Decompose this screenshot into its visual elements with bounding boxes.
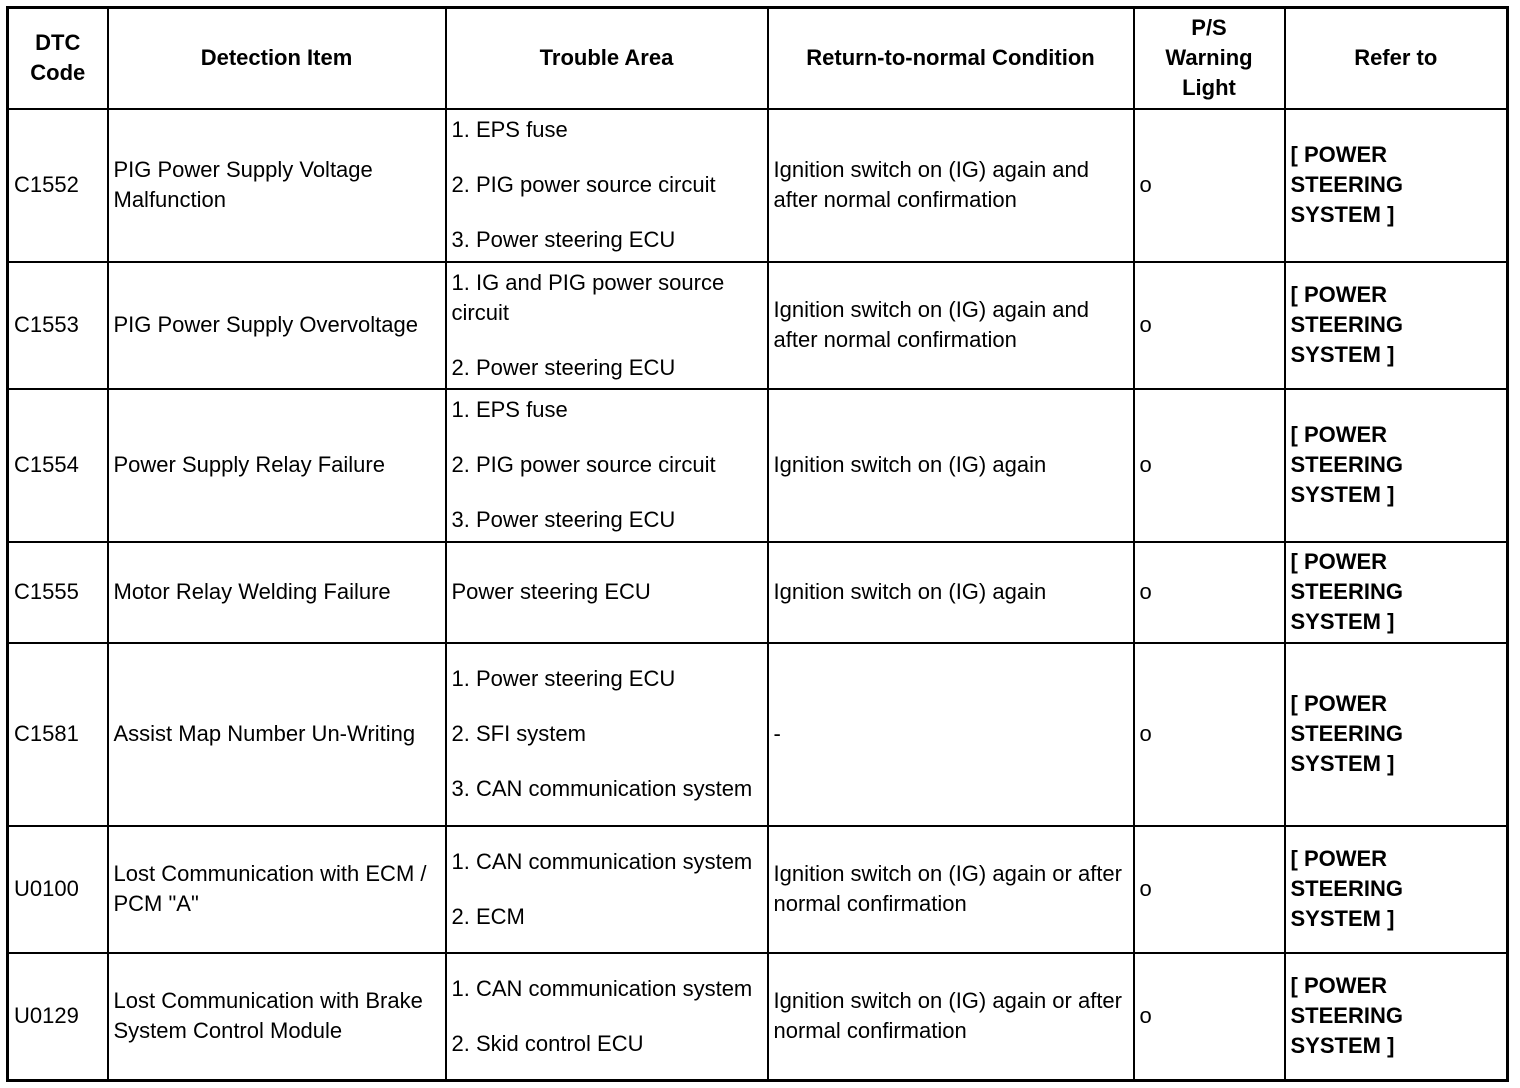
trouble-area-item: Power steering ECU: [451, 579, 651, 604]
trouble-area-item: 2. Power steering ECU: [451, 354, 676, 380]
trouble-area-item: 1. CAN communication system: [451, 848, 753, 874]
dtc-code: U0100: [6, 824, 109, 954]
dtc-code: C1554: [6, 387, 109, 543]
detection-item: Power Supply Relay Failure: [106, 387, 447, 543]
warning-light: o: [1132, 540, 1286, 644]
warning-light: o: [1132, 387, 1286, 543]
table-row: U0100 Lost Communication with ECM / PCM "…: [6, 824, 1509, 954]
header-dtc-code: DTC Code: [6, 6, 109, 110]
trouble-area-item: 2. ECM: [451, 903, 525, 929]
header-row: DTC Code Detection Item Trouble Area Ret…: [6, 6, 1509, 110]
detection-item: PIG Power Supply Voltage Malfunction: [106, 107, 447, 263]
dtc-code: C1552: [6, 107, 109, 263]
refer-to-link[interactable]: [ POWER STEERING SYSTEM ]: [1290, 282, 1403, 367]
trouble-area: Power steering ECU: [444, 540, 769, 644]
detection-item: Assist Map Number Un-Writing: [106, 641, 447, 827]
detection-item: Lost Communication with Brake System Con…: [106, 951, 447, 1082]
trouble-area: 1. CAN communication system 2. Skid contr…: [444, 951, 769, 1082]
table-row: U0129 Lost Communication with Brake Syste…: [6, 951, 1509, 1082]
refer-to-link[interactable]: [ POWER STEERING SYSTEM ]: [1290, 142, 1403, 227]
detection-item: PIG Power Supply Overvoltage: [106, 260, 447, 390]
trouble-area-item: 3. Power steering ECU: [451, 227, 676, 252]
refer-to-link[interactable]: [ POWER STEERING SYSTEM ]: [1290, 846, 1403, 931]
table-row: C1552 PIG Power Supply Voltage Malfunctio…: [6, 107, 1509, 263]
header-trouble-area: Trouble Area: [444, 6, 769, 110]
trouble-area-item: 1. IG and PIG power source circuit: [451, 269, 725, 325]
warning-light: o: [1132, 107, 1286, 263]
warning-light: o: [1132, 951, 1286, 1082]
refer-to-link[interactable]: [ POWER STEERING SYSTEM ]: [1290, 973, 1403, 1059]
header-label: DTC Code: [30, 30, 86, 86]
dtc-code: U0129: [6, 951, 109, 1082]
refer-to-link[interactable]: [ POWER STEERING SYSTEM ]: [1290, 549, 1403, 634]
header-warning-light: P/S Warning Light: [1132, 6, 1286, 110]
refer-to: [ POWER STEERING SYSTEM ]: [1283, 641, 1509, 827]
detection-item: Motor Relay Welding Failure: [106, 540, 447, 644]
refer-to: [ POWER STEERING SYSTEM ]: [1283, 951, 1509, 1082]
dtc-code: C1581: [6, 641, 109, 827]
return-condition: Ignition switch on (IG) again and after …: [766, 107, 1135, 263]
trouble-area-item: 2. PIG power source circuit: [451, 452, 716, 477]
refer-to-link[interactable]: [ POWER STEERING SYSTEM ]: [1290, 422, 1403, 507]
table-row: C1553 PIG Power Supply Overvoltage 1. IG a…: [6, 260, 1509, 390]
return-condition: Ignition switch on (IG) again: [766, 387, 1135, 543]
refer-to: [ POWER STEERING SYSTEM ]: [1283, 540, 1509, 644]
refer-to: [ POWER STEERING SYSTEM ]: [1283, 824, 1509, 954]
trouble-area-item: 1. CAN communication system: [451, 975, 753, 1001]
header-label: P/S Warning Light: [1165, 15, 1253, 101]
trouble-area-item: 2. SFI system: [451, 721, 586, 746]
dtc-code: C1555: [6, 540, 109, 644]
return-condition: -: [766, 641, 1135, 827]
trouble-area-item: 2. PIG power source circuit: [451, 172, 716, 197]
warning-light: o: [1132, 260, 1286, 390]
trouble-area: 1. EPS fuse 2. PIG power source circuit 3.…: [444, 387, 769, 543]
trouble-area-item: 1. EPS fuse: [451, 397, 568, 422]
header-return-condition: Return-to-normal Condition: [766, 6, 1135, 110]
table-row: C1555 Motor Relay Welding Failure Power st…: [6, 540, 1509, 644]
table-row: C1554 Power Supply Relay Failure 1. EPS fu…: [6, 387, 1509, 543]
refer-to: [ POWER STEERING SYSTEM ]: [1283, 387, 1509, 543]
trouble-area-item: 1. EPS fuse: [451, 117, 568, 142]
warning-light: o: [1132, 824, 1286, 954]
table-row: C1581 Assist Map Number Un-Writing 1. Powe…: [6, 641, 1509, 827]
refer-to: [ POWER STEERING SYSTEM ]: [1283, 107, 1509, 263]
detection-item: Lost Communication with ECM / PCM "A": [106, 824, 447, 954]
return-condition: Ignition switch on (IG) again: [766, 540, 1135, 644]
header-refer-to: Refer to: [1283, 6, 1509, 110]
refer-to: [ POWER STEERING SYSTEM ]: [1283, 260, 1509, 390]
trouble-area: 1. IG and PIG power source circuit 2. Pow…: [444, 260, 769, 390]
trouble-area-item: 1. Power steering ECU: [451, 666, 676, 691]
return-condition: Ignition switch on (IG) again or after n…: [766, 951, 1135, 1082]
header-detection-item: Detection Item: [106, 6, 447, 110]
return-condition: Ignition switch on (IG) again and after …: [766, 260, 1135, 390]
warning-light: o: [1132, 641, 1286, 827]
trouble-area-item: 2. Skid control ECU: [451, 1030, 644, 1056]
dtc-code: C1553: [6, 260, 109, 390]
trouble-area-item: 3. Power steering ECU: [451, 507, 676, 532]
trouble-area: 1. Power steering ECU 2. SFI system 3. CAN…: [444, 641, 769, 827]
trouble-area-item: 3. CAN communication system: [451, 776, 753, 801]
return-condition: Ignition switch on (IG) again or after n…: [766, 824, 1135, 954]
dtc-table: DTC Code Detection Item Trouble Area Ret…: [6, 6, 1509, 1082]
trouble-area: 1. CAN communication system 2. ECM: [444, 824, 769, 954]
refer-to-link[interactable]: [ POWER STEERING SYSTEM ]: [1290, 691, 1403, 776]
trouble-area: 1. EPS fuse 2. PIG power source circuit 3.…: [444, 107, 769, 263]
